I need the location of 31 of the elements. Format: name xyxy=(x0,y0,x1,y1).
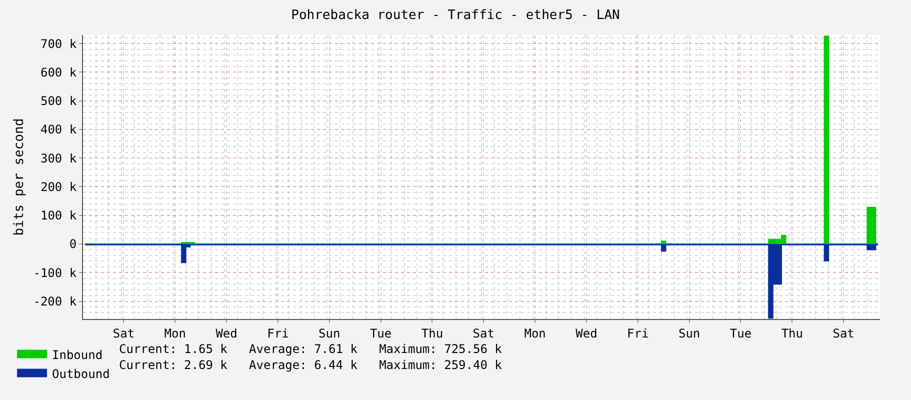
x-tick-label: Sat xyxy=(112,326,135,340)
text: Current: 1.65 k Average: 7.61 k Maximum: 725.56 k xyxy=(119,342,503,356)
x-tick-label: Sat xyxy=(472,326,494,340)
y-axis-title: bits per second xyxy=(12,118,28,236)
chart-title: Pohrebacka router - Traffic - ether5 - LAN xyxy=(291,8,620,24)
y-tick-label: 400 k xyxy=(40,122,78,137)
x-tick-label: Tue xyxy=(370,326,392,340)
y-tick-label: 600 k xyxy=(40,65,78,80)
x-tick-label: Wed xyxy=(216,326,238,340)
x-tick-label: Sun xyxy=(318,326,340,340)
x-tick-label: Fri xyxy=(627,326,649,340)
x-tick-label: Tue xyxy=(730,326,752,340)
x-tick-label: Mon xyxy=(524,326,546,340)
legend-label: Outbound xyxy=(52,366,110,381)
x-tick-label: Sat xyxy=(832,326,854,340)
x-tick-label: Mon xyxy=(164,326,186,340)
y-tick-label: 0 xyxy=(69,237,77,252)
x-tick-label: Fri xyxy=(267,326,289,340)
x-tick-label: Sun xyxy=(678,326,700,340)
y-tick-label: 700 k xyxy=(40,36,78,51)
y-tick-label: -100 k xyxy=(33,266,78,280)
y-tick-label: -200 k xyxy=(33,294,78,308)
y-tick-label: 300 k xyxy=(40,151,78,166)
x-tick-label: Thu xyxy=(421,326,444,340)
y-tick-label: 100 k xyxy=(40,208,78,223)
x-tick-label: Wed xyxy=(576,326,598,340)
y-tick-label: 500 k xyxy=(40,94,78,108)
legend-label: Inbound xyxy=(52,348,103,362)
text: Current: 2.69 k Average: 6.44 k Maximum: 259.40 k xyxy=(119,358,503,372)
x-tick-label: Thu xyxy=(781,326,804,340)
y-tick-label: 200 k xyxy=(40,180,78,194)
